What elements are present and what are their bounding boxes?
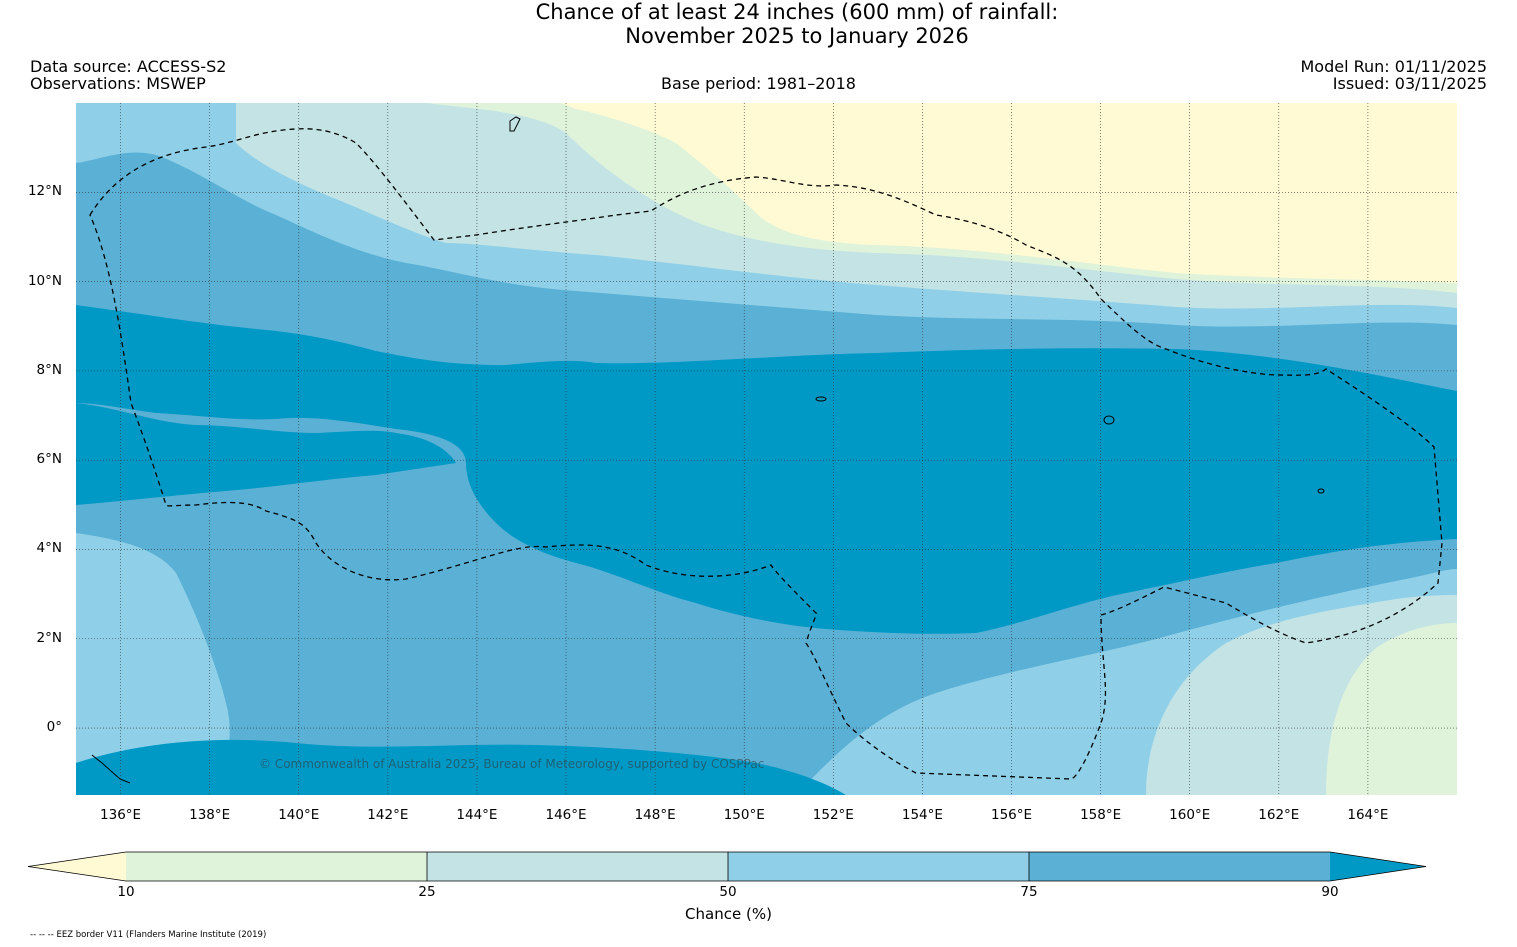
base-period-label: Base period: 1981–2018 (661, 74, 856, 93)
colorbar-above-90 (1330, 852, 1426, 881)
island-chuuk (815, 396, 827, 402)
zone-above-90-south (76, 739, 846, 795)
colorbar-10-25 (126, 852, 427, 881)
colorbar-tick: 50 (719, 884, 737, 900)
longitude-tick-label: 158°E (1080, 807, 1122, 823)
longitude-tick-label: 138°E (189, 807, 231, 823)
latitude-tick-label: 2°N (36, 629, 62, 646)
colorbar-below-10 (28, 852, 126, 881)
map-graticule (76, 103, 1457, 795)
latitude-tick-label: 0° (46, 719, 62, 736)
zone-above-90-main (76, 305, 1457, 634)
colorbar-label: Chance (%) (685, 905, 772, 923)
colorbar-25-50 (427, 852, 728, 881)
zone-below-10-north (561, 103, 1457, 283)
observations-label: Observations: MSWEP (30, 74, 206, 93)
longitude-tick-label: 154°E (901, 807, 943, 823)
colorbar (28, 851, 1427, 882)
longitude-tick-label: 144°E (456, 807, 498, 823)
colorbar-tick: 10 (117, 884, 135, 900)
zone-10-25-south-east (1326, 623, 1457, 795)
island-guam (509, 116, 521, 132)
zone-50-75-south-west (76, 533, 230, 795)
eez-border-note: -- -- -- EEZ border V11 (Flanders Marine… (30, 930, 267, 940)
latitude-tick-label: 10°N (27, 272, 62, 289)
longitude-tick-label: 160°E (1169, 807, 1211, 823)
colorbar-50-75 (728, 852, 1029, 881)
latitude-tick-label: 6°N (36, 451, 62, 468)
island-pohnpei (1103, 415, 1115, 425)
latitude-tick-label: 12°N (27, 183, 62, 200)
latitude-tick-label: 8°N (36, 361, 62, 378)
colorbar-tick: 90 (1321, 884, 1339, 900)
eez-border (89, 128, 1443, 780)
longitude-tick-label: 136°E (100, 807, 142, 823)
rainfall-probability-map: © Commonwealth of Australia 2025, Bureau… (76, 103, 1457, 795)
model-run-label: Model Run: 01/11/2025 (1300, 57, 1488, 76)
zone-above-90-west (76, 403, 456, 505)
map-title-line1: Chance of at least 24 inches (600 mm) of… (535, 0, 1059, 24)
colorbar-tick: 25 (418, 884, 436, 900)
issued-label: Issued: 03/11/2025 (1332, 74, 1487, 93)
map-title-line2: November 2025 to January 2026 (625, 24, 969, 48)
islands (91, 116, 1325, 784)
longitude-tick-label: 140°E (278, 807, 320, 823)
longitude-tick-label: 156°E (990, 807, 1033, 823)
latitude-tick-label: 4°N (36, 540, 62, 557)
copyright-notice: © Commonwealth of Australia 2025, Bureau… (259, 757, 764, 771)
colorbar-outline (28, 851, 1427, 882)
longitude-tick-label: 162°E (1258, 807, 1300, 823)
longitude-tick-label: 148°E (634, 807, 676, 823)
data-source-label: Data source: ACCESS-S2 (30, 57, 227, 76)
longitude-tick-label: 150°E (723, 807, 765, 823)
longitude-tick-label: 152°E (812, 807, 854, 823)
island-new-ireland (91, 754, 131, 784)
colorbar-tick: 75 (1020, 884, 1038, 900)
colorbar-75-90 (1029, 852, 1330, 881)
longitude-tick-label: 142°E (367, 807, 409, 823)
longitude-tick-label: 164°E (1347, 807, 1389, 823)
longitude-tick-label: 146°E (545, 807, 587, 823)
island-kosrae (1317, 488, 1325, 494)
